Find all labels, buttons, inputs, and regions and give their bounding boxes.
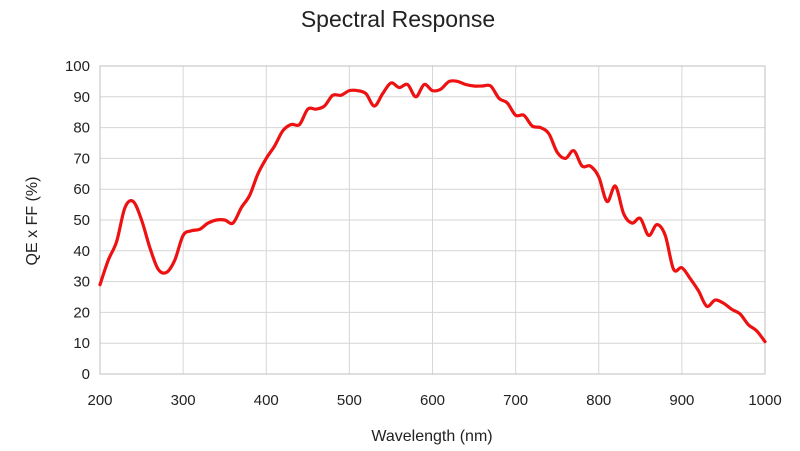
y-axis-label: QE x FF (%) <box>24 177 41 266</box>
x-tick-label: 400 <box>254 392 279 409</box>
x-tick-label: 300 <box>171 392 196 409</box>
y-tick-label: 50 <box>73 212 90 229</box>
y-tick-label: 0 <box>82 366 90 383</box>
y-tick-label: 70 <box>73 150 90 167</box>
y-tick-label: 30 <box>73 274 90 291</box>
y-tick-label: 90 <box>73 89 90 106</box>
x-tick-label: 700 <box>503 392 528 409</box>
y-tick-label: 20 <box>73 304 90 321</box>
x-axis-ticks: 200 300 400 500 600 700 800 900 1000 <box>87 392 781 409</box>
y-tick-label: 100 <box>65 58 90 75</box>
spectral-response-series-line <box>98 79 767 344</box>
y-tick-label: 80 <box>73 120 90 137</box>
series-layer <box>98 79 767 344</box>
grid-lines <box>99 65 766 375</box>
chart-title: Spectral Response <box>301 6 495 32</box>
plot-frame <box>99 65 766 375</box>
x-axis-label: Wavelength (nm) <box>371 428 492 445</box>
x-tick-label: 1000 <box>748 392 781 409</box>
y-tick-label: 10 <box>73 335 90 352</box>
x-tick-label: 800 <box>586 392 611 409</box>
y-tick-label: 60 <box>73 181 90 198</box>
x-tick-label: 900 <box>669 392 694 409</box>
x-tick-label: 600 <box>420 392 445 409</box>
x-tick-label: 500 <box>337 392 362 409</box>
y-tick-label: 40 <box>73 243 90 260</box>
x-tick-label: 200 <box>87 392 112 409</box>
y-axis-ticks: 0 10 20 30 40 50 60 70 80 90 100 <box>65 58 90 383</box>
